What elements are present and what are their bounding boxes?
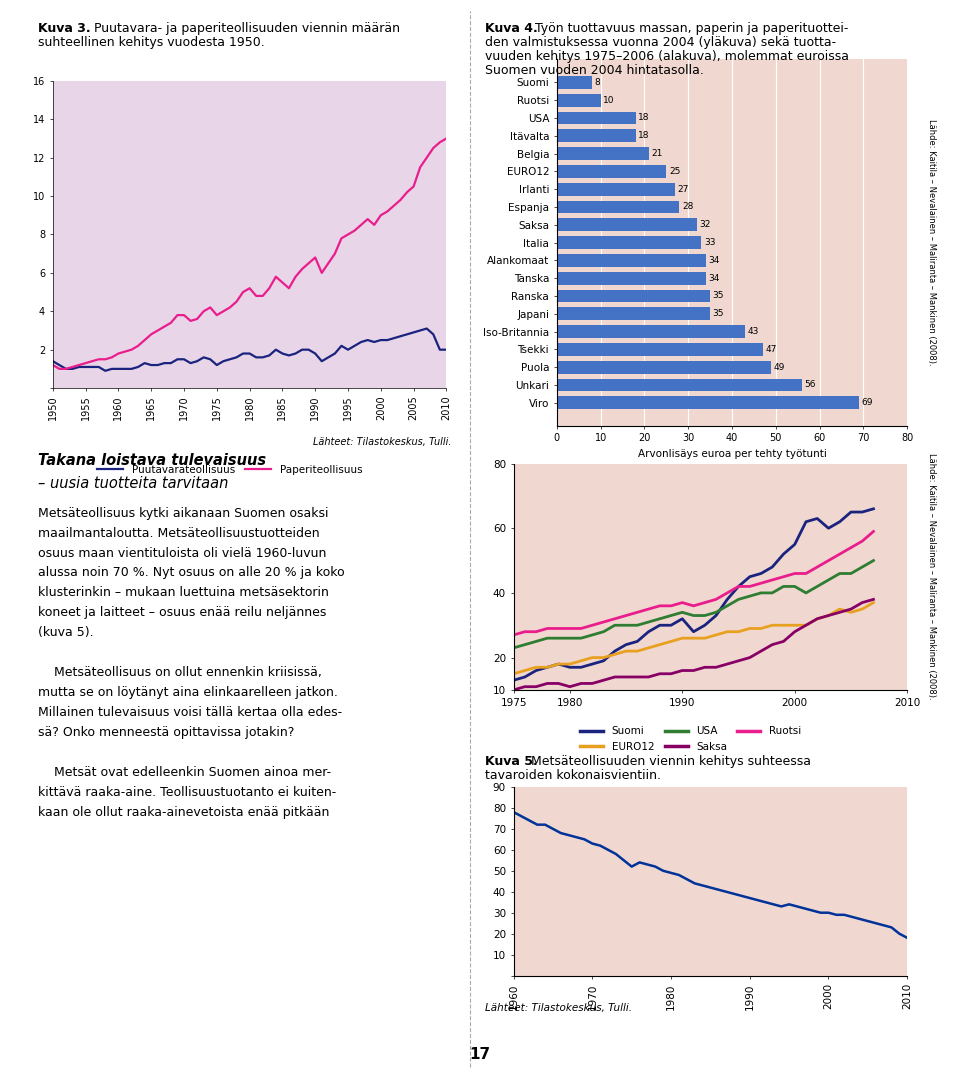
Line: Paperiteollisuus: Paperiteollisuus [53, 138, 446, 369]
Text: sä? Onko menneestä opittavissa jotakin?: sä? Onko menneestä opittavissa jotakin? [38, 727, 295, 740]
Paperiteollisuus [146, 328, 157, 341]
Puutavarateollisuus [146, 359, 157, 372]
Text: osuus maan vientituloista oli vielä 1960-luvun: osuus maan vientituloista oli vielä 1960… [38, 547, 326, 559]
Text: 18: 18 [638, 132, 650, 140]
Bar [557, 378, 802, 391]
Paperiteollisuus [191, 313, 203, 326]
Text: 18: 18 [638, 113, 650, 123]
Bar [557, 254, 706, 266]
Bar [557, 165, 666, 178]
Text: mutta se on löytänyt aina elinkaarelleen jatkon.: mutta se on löytänyt aina elinkaarelleen… [38, 687, 338, 700]
Paperiteollisuus [264, 281, 276, 294]
Text: suhteellinen kehitys vuodesta 1950.: suhteellinen kehitys vuodesta 1950. [38, 36, 265, 49]
Puutavarateollisuus [264, 349, 276, 362]
Text: maailmantaloutta. Metsäteollisuustuotteiden: maailmantaloutta. Metsäteollisuustuottei… [38, 527, 320, 540]
Text: 43: 43 [748, 327, 759, 336]
Text: kittävä raaka-aine. Teollisuustuotanto ei kuiten-: kittävä raaka-aine. Teollisuustuotanto e… [38, 786, 337, 799]
Text: 27: 27 [678, 184, 689, 194]
Text: (kuva 5).: (kuva 5). [38, 626, 94, 639]
Bar [557, 236, 702, 249]
Text: 28: 28 [682, 203, 693, 211]
Text: alussa noin 70 %. Nyt osuus on alle 20 % ja koko: alussa noin 70 %. Nyt osuus on alle 20 %… [38, 567, 345, 580]
Text: klusterinkin – mukaan luettuina metsäsektorin: klusterinkin – mukaan luettuina metsäsek… [38, 586, 329, 599]
Puutavarateollisuus [191, 355, 203, 368]
Text: kaan ole ollut raaka-ainevetoista enää pitkään: kaan ole ollut raaka-ainevetoista enää p… [38, 806, 330, 819]
Line: Puutavarateollisuus: Puutavarateollisuus [53, 329, 446, 371]
Bar [557, 272, 706, 285]
Text: Kuva 4.: Kuva 4. [485, 22, 538, 34]
Bar [557, 111, 636, 124]
Puutavarateollisuus [395, 330, 406, 343]
Text: Metsät ovat edelleenkin Suomen ainoa mer-: Metsät ovat edelleenkin Suomen ainoa mer… [38, 766, 331, 779]
Text: 21: 21 [652, 149, 662, 158]
Text: 8: 8 [594, 78, 600, 87]
Bar [557, 129, 636, 142]
Text: Puutavara- ja paperiteollisuuden viennin määrän: Puutavara- ja paperiteollisuuden viennin… [94, 22, 400, 34]
Puutavarateollisuus [441, 343, 452, 356]
Text: 25: 25 [669, 167, 681, 176]
Puutavarateollisuus [100, 364, 111, 377]
Text: – uusia tuotteita tarvitaan: – uusia tuotteita tarvitaan [38, 476, 228, 492]
Bar [557, 361, 772, 374]
Text: Lähteet: Tilastokeskus, Tulli.: Lähteet: Tilastokeskus, Tulli. [485, 1003, 632, 1012]
Text: Lähde: Kaitila – Nevalainen – Maliranta – Mankinen (2008).: Lähde: Kaitila – Nevalainen – Maliranta … [926, 120, 936, 365]
Bar [557, 147, 649, 160]
Text: 34: 34 [708, 255, 720, 265]
Text: den valmistuksessa vuonna 2004 (yläkuva) sekä tuotta-: den valmistuksessa vuonna 2004 (yläkuva)… [485, 36, 836, 49]
Bar [557, 307, 710, 320]
Text: 34: 34 [708, 274, 720, 282]
Paperiteollisuus [395, 193, 406, 206]
Text: 32: 32 [700, 220, 711, 230]
Text: 35: 35 [712, 309, 724, 318]
Text: 47: 47 [765, 345, 777, 354]
Puutavarateollisuus [290, 347, 301, 360]
Text: koneet ja laitteet – osuus enää reilu neljännes: koneet ja laitteet – osuus enää reilu ne… [38, 607, 326, 620]
Paperiteollisuus [54, 362, 65, 375]
Text: 33: 33 [704, 238, 715, 247]
Text: 17: 17 [469, 1047, 491, 1062]
Legend: Puutavarateollisuus, Paperiteollisuus: Puutavarateollisuus, Paperiteollisuus [93, 461, 367, 480]
Paperiteollisuus [47, 359, 59, 372]
Text: Suomen vuoden 2004 hintatasolla.: Suomen vuoden 2004 hintatasolla. [485, 64, 704, 77]
Text: Millainen tulevaisuus voisi tällä kertaa olla edes-: Millainen tulevaisuus voisi tällä kertaa… [38, 706, 343, 719]
Text: vuuden kehitys 1975–2006 (alakuva), molemmat euroissa: vuuden kehitys 1975–2006 (alakuva), mole… [485, 50, 849, 63]
Paperiteollisuus [132, 340, 144, 353]
Text: Takana loistava tulevaisuus: Takana loistava tulevaisuus [38, 453, 267, 468]
Bar [557, 290, 710, 302]
Puutavarateollisuus [421, 322, 433, 335]
Paperiteollisuus [441, 132, 452, 144]
X-axis label: Arvonlisäys euroa per tehty työtunti: Arvonlisäys euroa per tehty työtunti [637, 450, 827, 459]
Paperiteollisuus [290, 271, 301, 284]
Text: tavaroiden kokonaisvientiin.: tavaroiden kokonaisvientiin. [485, 769, 660, 782]
Text: Metsäteollisuus kytki aikanaan Suomen osaksi: Metsäteollisuus kytki aikanaan Suomen os… [38, 507, 329, 520]
Bar [557, 219, 697, 231]
Text: Lähteet: Tilastokeskus, Tulli.: Lähteet: Tilastokeskus, Tulli. [313, 437, 451, 446]
Text: Kuva 5.: Kuva 5. [485, 755, 538, 768]
Text: Kuva 3.: Kuva 3. [38, 22, 91, 34]
Bar [557, 94, 601, 107]
Text: Metsäteollisuuden viennin kehitys suhteessa: Metsäteollisuuden viennin kehitys suhtee… [531, 755, 811, 768]
Text: Metsäteollisuus on ollut ennenkin kriisissä,: Metsäteollisuus on ollut ennenkin kriisi… [38, 666, 323, 679]
Text: 69: 69 [862, 398, 874, 407]
Bar [557, 201, 680, 213]
Legend: Suomi, EURO12, USA, Saksa, Ruotsi: Suomi, EURO12, USA, Saksa, Ruotsi [576, 722, 805, 756]
Bar [557, 397, 859, 410]
Text: Työn tuottavuus massan, paperin ja paperituottei-: Työn tuottavuus massan, paperin ja paper… [535, 22, 848, 34]
Bar [557, 183, 675, 195]
Text: 56: 56 [804, 381, 816, 389]
Bar [557, 75, 591, 88]
Puutavarateollisuus [47, 355, 59, 368]
Puutavarateollisuus [132, 360, 144, 373]
Text: 10: 10 [603, 96, 614, 105]
Text: Lähde: Kaitila – Nevalainen – Maliranta – Mankinen (2008).: Lähde: Kaitila – Nevalainen – Maliranta … [926, 454, 936, 700]
Bar [557, 343, 762, 356]
Text: 49: 49 [774, 362, 785, 372]
Bar [557, 326, 745, 338]
Text: 35: 35 [712, 291, 724, 301]
